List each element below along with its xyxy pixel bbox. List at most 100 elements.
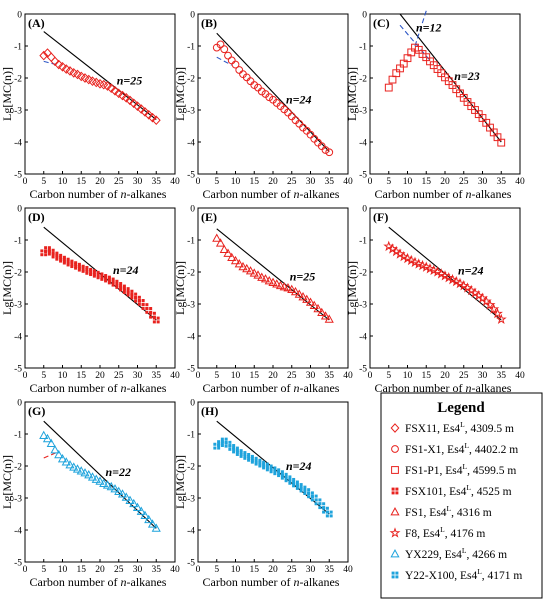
y-tick-label: -5	[14, 171, 22, 181]
x-tick-label: 5	[214, 565, 219, 575]
plot-frame	[197, 13, 349, 175]
data-point	[246, 77, 255, 86]
data-point	[484, 299, 496, 310]
y-tick-label: -4	[14, 139, 22, 149]
data-point	[148, 112, 157, 123]
legend-label: FSX11, Es4L, 4309.5 m	[405, 420, 514, 435]
data-point	[305, 297, 316, 306]
x-tick-label: 25	[459, 371, 469, 381]
x-tick-label: 10	[231, 565, 241, 575]
data-point	[231, 60, 240, 69]
legend-item: FS1-P1, Es4L, 4599.5 m	[391, 462, 516, 477]
x-axis-title: Carbon number of n-alkanes	[203, 575, 340, 589]
y-tick-label: 0	[362, 11, 367, 21]
data-point	[62, 257, 70, 265]
x-axis-title: Carbon number of n-alkanes	[375, 187, 512, 201]
data-point	[325, 510, 333, 518]
y-tick-label: 0	[190, 399, 195, 409]
data-point	[57, 454, 68, 463]
x-tick-label: 10	[58, 565, 68, 575]
data-point	[227, 56, 236, 65]
y-tick-label: -4	[187, 527, 195, 537]
y-axis-title: Lg[MC(n)]	[0, 455, 14, 509]
panel-label: (G)	[28, 404, 45, 418]
n-label: n=24	[286, 459, 312, 473]
data-point	[480, 295, 492, 307]
legend-item: FSX11, Es4L, 4309.5 m	[390, 420, 514, 435]
x-tick-label: 25	[459, 177, 469, 187]
x-axis-title: Carbon number of n-alkanes	[30, 381, 167, 395]
plot-frame	[24, 207, 176, 369]
data-point	[144, 109, 154, 120]
legend-marker	[390, 507, 400, 516]
data-point	[74, 262, 81, 270]
dashed-fit-line	[414, 10, 427, 47]
x-axis-title: Carbon number of n-alkanes	[30, 187, 167, 201]
plot-frame	[369, 13, 521, 175]
y-tick-label: -1	[14, 43, 22, 53]
data-point	[80, 468, 90, 477]
panel-label: (D)	[28, 210, 45, 224]
x-tick-label: 20	[268, 177, 278, 187]
data-point	[70, 261, 78, 269]
x-tick-label: 5	[41, 177, 46, 187]
data-point	[39, 430, 49, 439]
x-tick-label: 30	[478, 177, 488, 187]
x-tick-label: 20	[95, 371, 105, 381]
data-point	[309, 300, 319, 309]
x-axis-title: Carbon number of n-alkanes	[203, 381, 340, 395]
x-tick-label: 10	[231, 177, 241, 187]
data-point	[320, 311, 331, 320]
panel-label: (F)	[373, 210, 388, 224]
y-tick-label: -5	[187, 559, 195, 569]
data-point	[51, 251, 59, 259]
data-point	[61, 457, 71, 466]
x-tick-label: 5	[214, 177, 219, 187]
x-tick-label: 40	[515, 177, 525, 187]
data-point	[84, 470, 94, 479]
dashed-fit-line	[43, 451, 59, 459]
data-point	[275, 280, 286, 290]
data-point	[110, 484, 120, 493]
panel-c: 0 5 10 15 20 25 30 35 40 0 -1 -2 -3 -4 -5 Carbon number…	[345, 11, 525, 202]
fit-line	[216, 32, 330, 152]
x-tick-label: 30	[478, 371, 488, 381]
x-tick-label: 35	[325, 177, 335, 187]
legend-marker	[391, 445, 399, 453]
data-point	[272, 279, 282, 288]
x-tick-label: 15	[422, 177, 432, 187]
y-tick-label: -3	[187, 495, 195, 505]
x-tick-label: 25	[114, 177, 124, 187]
data-point	[250, 456, 258, 464]
legend: Legend FSX11, Es4L, 4309.5 m FS1-X1, Es4L…	[380, 392, 543, 599]
x-tick-label: 40	[170, 177, 180, 187]
y-tick-label: 0	[190, 11, 195, 21]
x-tick-label: 40	[343, 371, 353, 381]
data-point	[88, 76, 97, 87]
data-point	[69, 462, 79, 471]
y-tick-label: -5	[187, 365, 195, 375]
panels: 0 5 10 15 20 25 30 35 40 0 -1 -2 -3 -4 -5 Carbon number…	[0, 11, 525, 590]
panel-f: 0 5 10 15 20 25 30 35 40 0 -1 -2 -3 -4 -5 Carbon number…	[345, 205, 525, 396]
n-label: n=25	[117, 73, 143, 87]
panel-label: (B)	[201, 16, 217, 30]
x-tick-label: 40	[515, 371, 525, 381]
data-point	[58, 61, 67, 72]
y-axis-title: Lg[MC(n)]	[173, 67, 187, 121]
x-tick-label: 30	[133, 565, 143, 575]
fit-line	[388, 226, 502, 321]
x-axis-title: Carbon number of n-alkanes	[375, 381, 512, 395]
x-tick-label: 25	[287, 371, 297, 381]
data-point	[65, 460, 75, 469]
data-point	[80, 73, 90, 83]
data-point	[129, 98, 139, 109]
data-point	[114, 486, 124, 495]
data-point	[46, 52, 56, 63]
x-tick-label: 35	[152, 565, 162, 575]
data-point	[325, 148, 334, 157]
x-tick-label: 20	[440, 371, 450, 381]
x-axis-title: Carbon number of n-alkanes	[30, 575, 167, 589]
data-point	[302, 294, 312, 303]
data-point	[54, 59, 64, 70]
